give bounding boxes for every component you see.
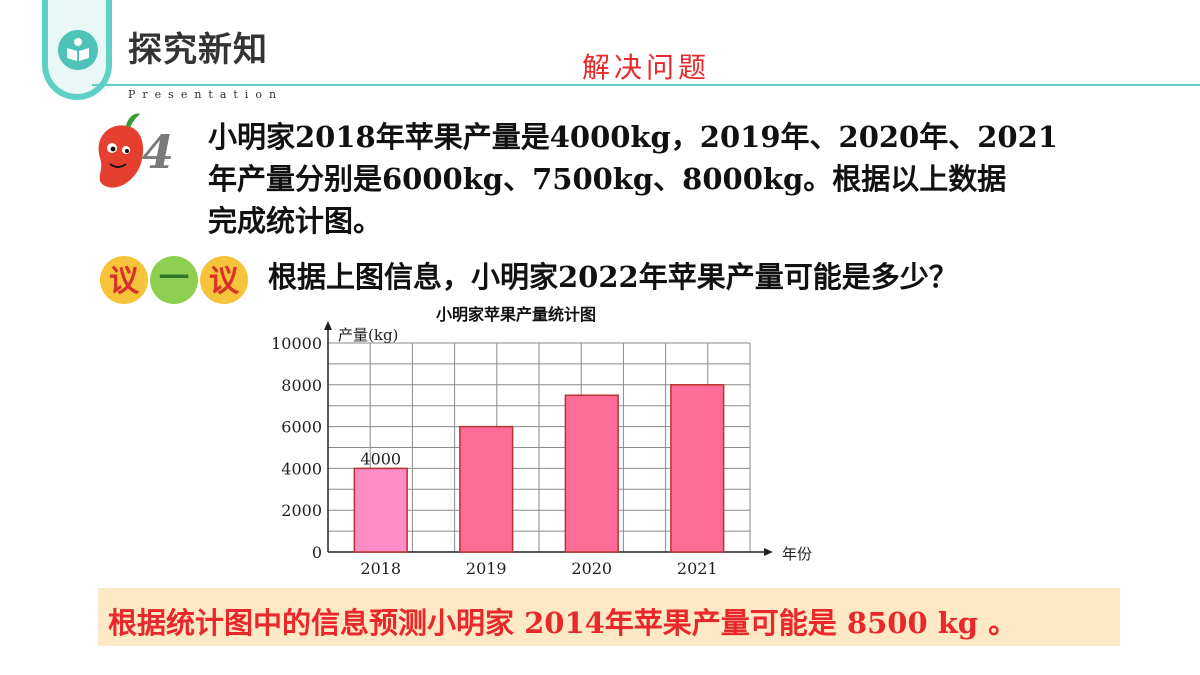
y-axis-arrow: [324, 321, 332, 330]
y-tick-label: 8000: [281, 376, 322, 395]
x-tick-label: 2020: [571, 559, 612, 578]
data-label: 4000: [360, 449, 401, 468]
chili-number-icon: 4: [98, 113, 174, 188]
discuss-char-3: 议: [209, 264, 240, 299]
problem-line-1: 小明家2018年苹果产量是4000kg，2019年、2020年、2021: [208, 120, 1058, 154]
page-subtitle: Presentation: [128, 88, 284, 101]
reader-icon: [58, 30, 98, 70]
answer-box: [98, 588, 1120, 646]
header-divider: [92, 84, 1200, 86]
problem-text: 小明家2018年苹果产量是4000kg，2019年、2020年、2021 年产量…: [208, 116, 1108, 242]
x-tick-label: 2018: [360, 559, 401, 578]
x-tick-label: 2021: [677, 559, 718, 578]
y-tick-label: 6000: [281, 418, 322, 437]
problem-line-3: 完成统计图。: [208, 204, 383, 238]
discuss-question: 根据上图信息，小明家2022年苹果产量可能是多少？: [268, 260, 958, 294]
bar: [459, 425, 514, 553]
chart-title: 小明家苹果产量统计图: [436, 305, 597, 324]
problem-number: 4: [142, 125, 174, 179]
problem-line-2: 年产量分别是6000kg、7500kg、8000kg。根据以上数据: [208, 162, 1007, 196]
bar: [670, 384, 725, 553]
page-title: 探究新知: [128, 30, 268, 70]
y-tick-label: 10000: [271, 334, 322, 353]
discuss-char-2: 一: [159, 261, 189, 296]
section-title: 解决问题: [582, 51, 711, 84]
discuss-char-1: 议: [109, 264, 140, 299]
x-axis-label: 年份: [782, 545, 812, 563]
x-tick-label: 2019: [466, 559, 507, 578]
y-tick-label: 4000: [281, 459, 322, 478]
y-tick-label: 0: [312, 543, 322, 562]
bar: [353, 467, 408, 553]
bar: [564, 394, 619, 553]
x-axis-arrow: [764, 548, 773, 556]
answer-text: 根据统计图中的信息预测小明家 2014年苹果产量可能是 8500 kg 。: [108, 606, 1018, 640]
discuss-badge: 议 一 议: [100, 256, 248, 304]
y-axis-label: 产量(kg): [338, 326, 398, 344]
y-tick-label: 2000: [281, 501, 322, 520]
bar-chart: 0 2000 4000 6000 8000 10000 产量(kg) 年份 2018 4000 20…: [271, 321, 812, 578]
